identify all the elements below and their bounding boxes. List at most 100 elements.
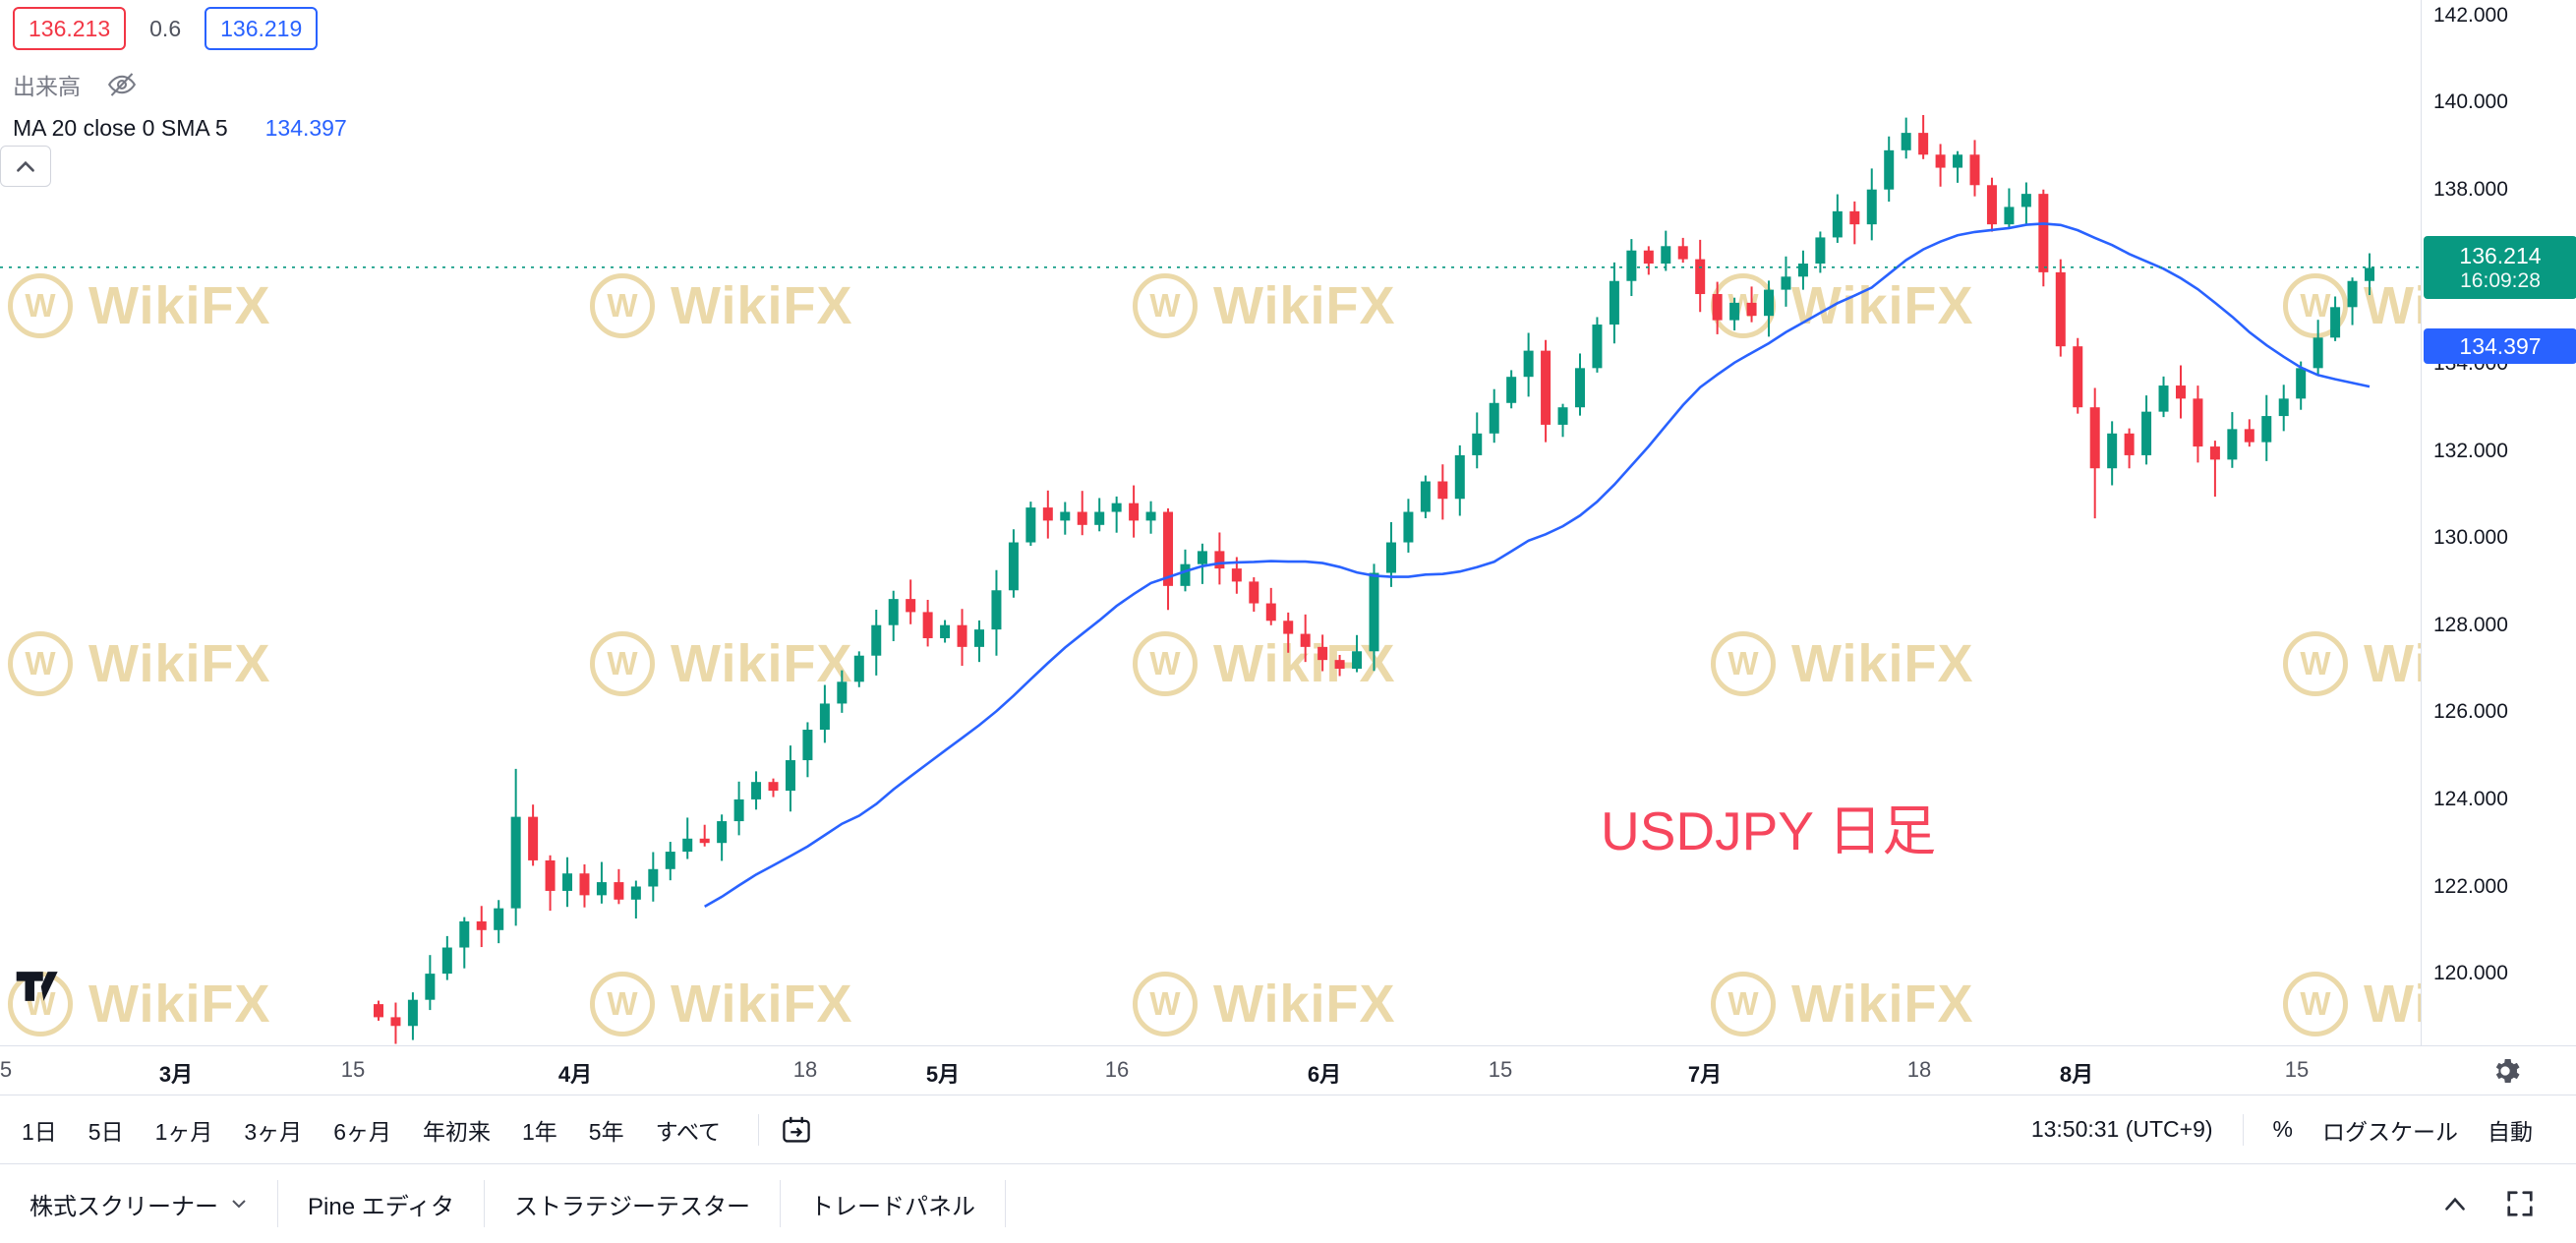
time-axis-label: 3月 xyxy=(158,1062,194,1087)
gear-icon[interactable] xyxy=(2489,1055,2521,1087)
price-axis-label: 120.000 xyxy=(2433,962,2508,985)
wikifx-watermark-text: WikiFX xyxy=(1791,634,1974,693)
wikifx-watermark-text: WikiFX xyxy=(2364,975,2421,1034)
chevron-up-icon xyxy=(17,160,34,172)
wikifx-watermark-text: WikiFX xyxy=(1791,276,1974,335)
price-axis-label: 140.000 xyxy=(2433,90,2508,114)
candlestick-canvas[interactable] xyxy=(0,0,2421,1045)
wikifx-logo-icon: W xyxy=(1133,273,1198,338)
wikifx-watermark-text: WikiFX xyxy=(88,634,271,693)
wikifx-watermark: W WikiFX xyxy=(2283,972,2421,1036)
wikifx-watermark: W WikiFX xyxy=(1133,273,1396,338)
wikifx-logo-icon: W xyxy=(1711,631,1776,696)
panel-right-icons xyxy=(2440,1189,2576,1218)
bottom-tab[interactable]: トレードパネル xyxy=(781,1164,1005,1243)
panel-expand-icon[interactable] xyxy=(2440,1194,2470,1213)
time-axis-label: 5月 xyxy=(925,1062,961,1087)
range-button[interactable]: 1ヶ月 xyxy=(154,1118,213,1145)
tradingview-logo[interactable] xyxy=(14,968,59,1010)
price-axis-label: 130.000 xyxy=(2433,526,2508,550)
wikifx-watermark: W WikiFX xyxy=(8,273,271,338)
sell-price-badge: 136.213 xyxy=(13,7,127,50)
wikifx-watermark: W WikiFX xyxy=(1133,972,1396,1036)
ma-price-badge: 134.397 xyxy=(2424,328,2576,365)
wikifx-logo-icon: W xyxy=(1133,972,1198,1036)
time-axis-label: 16 xyxy=(1104,1057,1130,1082)
ma-legend-row[interactable]: MA 20 close 0 SMA 5 134.397 xyxy=(13,115,347,142)
range-button[interactable]: 5年 xyxy=(588,1118,624,1145)
tab-divider xyxy=(277,1180,278,1227)
auto-scale-button[interactable]: 自動 xyxy=(2488,1118,2533,1145)
range-button[interactable]: 1年 xyxy=(521,1118,557,1145)
range-button[interactable]: 年初来 xyxy=(422,1118,491,1145)
wikifx-watermark-text: WikiFX xyxy=(2364,276,2421,335)
volume-legend-row: 出来高 xyxy=(13,68,140,101)
wikifx-watermark-text: WikiFX xyxy=(671,276,853,335)
price-axis-label: 126.000 xyxy=(2433,700,2508,724)
price-axis-label: 132.000 xyxy=(2433,439,2508,462)
price-axis-label: 122.000 xyxy=(2433,874,2508,898)
wikifx-logo-icon: W xyxy=(2283,972,2348,1036)
range-button[interactable]: 3ヶ月 xyxy=(244,1118,303,1145)
wikifx-watermark-text: WikiFX xyxy=(671,634,853,693)
wikifx-watermark: W WikiFX xyxy=(8,631,271,696)
time-axis-label: 15 xyxy=(340,1057,366,1082)
tab-divider xyxy=(1005,1180,1007,1227)
time-axis-label: 7月 xyxy=(1687,1062,1723,1087)
chart-annotation: USDJPY 日足 xyxy=(1601,800,1937,861)
price-axis-label: 138.000 xyxy=(2433,177,2508,201)
wikifx-logo-icon: W xyxy=(1133,631,1198,696)
watermark-layer: W WikiFX W WikiFX W WikiFX W WikiFX W WikiFX W Wiki… xyxy=(8,273,2421,1036)
last-price-value: 136.214 xyxy=(2459,242,2542,268)
price-axis-label: 128.000 xyxy=(2433,613,2508,636)
range-button[interactable]: 5日 xyxy=(88,1118,124,1145)
chart-area[interactable]: W WikiFX W WikiFX W WikiFX W WikiFX W WikiFX W Wiki… xyxy=(0,0,2421,1045)
wikifx-watermark-text: WikiFX xyxy=(1213,975,1396,1034)
time-axis[interactable]: 5 3月 15 4月 18 5月 16 6月 15 7月 18 8月 15 xyxy=(0,1045,2576,1095)
fullscreen-icon[interactable] xyxy=(2505,1189,2535,1218)
range-button[interactable]: 1日 xyxy=(22,1118,57,1145)
time-axis-label: 5 xyxy=(0,1057,13,1082)
time-axis-label: 15 xyxy=(2284,1057,2310,1082)
bottom-tab-label: 株式スクリーナー xyxy=(29,1193,218,1220)
wikifx-logo-icon: W xyxy=(8,631,73,696)
wikifx-watermark: W WikiFX xyxy=(590,273,853,338)
wikifx-logo-icon: W xyxy=(2283,273,2348,338)
time-axis-label: 15 xyxy=(1488,1057,1513,1082)
percent-scale-button[interactable]: % xyxy=(2272,1116,2293,1142)
last-price-badge: 136.214 16:09:28 xyxy=(2424,235,2576,299)
bottom-panel-tabs: 株式スクリーナー Pine エディタ ストラテジーテスター トレードパネル xyxy=(0,1164,1007,1243)
toolbar-divider xyxy=(2242,1113,2244,1146)
session-clock[interactable]: 13:50:31 (UTC+9) xyxy=(2030,1116,2213,1142)
bottom-tab[interactable]: Pine エディタ xyxy=(278,1164,484,1243)
bottom-tab-label: トレードパネル xyxy=(810,1193,976,1220)
range-button[interactable]: すべて xyxy=(655,1118,722,1145)
wikifx-logo-icon: W xyxy=(590,273,655,338)
ma-line xyxy=(704,222,2371,909)
wikifx-watermark-text: WikiFX xyxy=(2364,634,2421,693)
bottom-tab[interactable]: 株式スクリーナー xyxy=(0,1164,277,1243)
tab-divider xyxy=(484,1180,486,1227)
time-axis-label: 8月 xyxy=(2059,1062,2094,1087)
wikifx-watermark-text: WikiFX xyxy=(671,975,853,1034)
range-buttons: 1日 5日 1ヶ月 3ヶ月 6ヶ月 年初来 1年 5年 すべて xyxy=(6,1104,736,1155)
go-to-date-icon[interactable] xyxy=(781,1114,812,1146)
toolbar-right-cluster: 13:50:31 (UTC+9) % ログスケール 自動 xyxy=(2031,1113,2576,1147)
wikifx-logo-icon: W xyxy=(2283,631,2348,696)
range-button[interactable]: 6ヶ月 xyxy=(333,1118,391,1145)
price-axis-label: 142.000 xyxy=(2433,3,2508,27)
ma-indicator-label: MA 20 close 0 SMA 5 xyxy=(13,115,228,141)
wikifx-watermark: W WikiFX xyxy=(2283,273,2421,338)
log-scale-button[interactable]: ログスケール xyxy=(2322,1118,2458,1145)
wikifx-watermark: W WikiFX xyxy=(2283,631,2421,696)
buy-price-badge: 136.219 xyxy=(205,7,319,50)
bottom-tab[interactable]: ストラテジーテスター xyxy=(485,1164,780,1243)
ma-indicator-value: 134.397 xyxy=(264,115,347,141)
bottom-tab-label: ストラテジーテスター xyxy=(514,1193,751,1220)
bottom-tab-label: Pine エディタ xyxy=(308,1193,455,1220)
legend-collapse-button[interactable] xyxy=(0,146,51,187)
price-axis[interactable]: 142.000140.000138.000136.000134.000132.0… xyxy=(2421,0,2576,1045)
wikifx-watermark-text: WikiFX xyxy=(88,975,271,1034)
eye-off-icon[interactable] xyxy=(104,71,140,98)
wikifx-watermark: W WikiFX xyxy=(1711,631,1974,696)
